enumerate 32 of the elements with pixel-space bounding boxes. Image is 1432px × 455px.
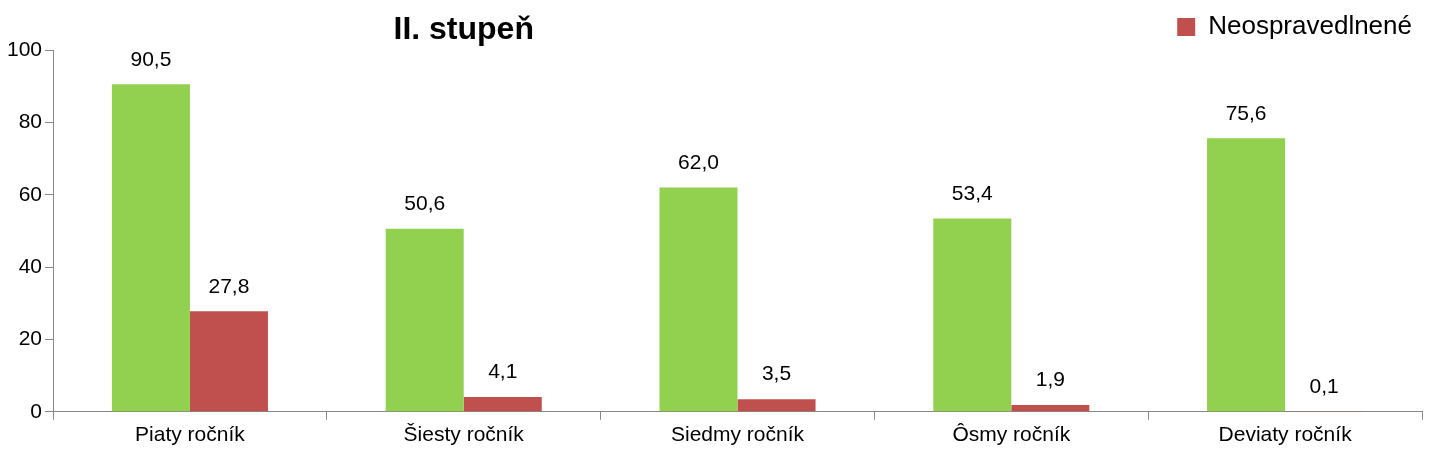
x-tick-label: Šiesty ročník — [403, 422, 525, 446]
legend-label: Neospravedlnené — [1208, 10, 1412, 41]
chart-title: II. stupeň — [393, 9, 534, 46]
data-label: 53,4 — [951, 180, 994, 204]
bar — [659, 187, 738, 412]
bar — [737, 399, 816, 412]
x-tick-label: Piaty ročník — [135, 422, 246, 446]
x-tick-label: Deviaty ročník — [1218, 422, 1353, 446]
y-tick-label: 0 — [30, 398, 43, 422]
y-tick-label: 100 — [6, 36, 43, 60]
y-tick-label: 20 — [18, 326, 43, 350]
bar — [189, 311, 268, 412]
x-tick-label: Ôsmy ročník — [952, 422, 1071, 446]
data-label: 3,5 — [761, 361, 792, 385]
bar — [463, 396, 542, 412]
data-label: 50,6 — [404, 191, 446, 215]
y-tick-label: 60 — [18, 181, 43, 205]
data-label: 1,9 — [1035, 367, 1065, 391]
bar — [111, 84, 190, 412]
data-label: 90,5 — [130, 46, 172, 70]
y-tick-label: 40 — [18, 253, 43, 277]
data-label: 0,1 — [1309, 373, 1339, 397]
bar — [1207, 138, 1286, 412]
data-label: 4,1 — [488, 359, 518, 383]
data-label: 75,6 — [1225, 100, 1267, 124]
bar — [385, 228, 464, 412]
x-tick-label: Siedmy ročník — [671, 422, 805, 446]
data-label: 27,8 — [208, 273, 250, 297]
bar — [933, 218, 1012, 412]
bar — [1011, 404, 1090, 412]
y-tick-label: 80 — [18, 109, 43, 133]
data-label: 62,0 — [678, 149, 719, 173]
